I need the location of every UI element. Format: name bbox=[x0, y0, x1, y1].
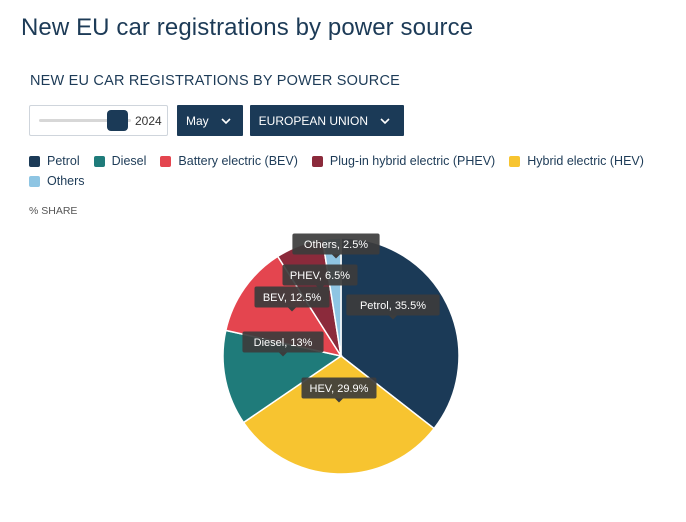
data-label-diesel: Diesel, 13% bbox=[242, 331, 324, 357]
unit-label: % SHARE bbox=[29, 205, 78, 217]
year-value: 2024 bbox=[135, 114, 162, 128]
data-label-text: BEV, 12.5% bbox=[263, 292, 322, 304]
legend-item-phev[interactable]: Plug-in hybrid electric (PHEV) bbox=[311, 154, 496, 168]
legend-label: Plug-in hybrid electric (PHEV) bbox=[329, 154, 496, 168]
legend-swatch bbox=[311, 155, 323, 167]
data-label-phev: PHEV, 6.5% bbox=[282, 264, 358, 290]
legend-swatch bbox=[93, 155, 105, 167]
pie-slice-hev[interactable] bbox=[242, 355, 436, 475]
chevron-down-icon bbox=[380, 114, 390, 128]
legend-item-diesel[interactable]: Diesel bbox=[93, 154, 147, 168]
legend-swatch bbox=[509, 155, 521, 167]
legend-label: Petrol bbox=[47, 154, 80, 168]
data-label-text: Petrol, 35.5% bbox=[360, 300, 426, 312]
data-label-text: PHEV, 6.5% bbox=[290, 270, 350, 282]
year-slider-control[interactable]: 2024 bbox=[29, 105, 168, 136]
legend-label: Others bbox=[47, 174, 85, 188]
region-dropdown[interactable]: EUROPEAN UNION bbox=[249, 105, 405, 136]
legend-item-others[interactable]: Others bbox=[29, 174, 85, 188]
month-dropdown-label: May bbox=[186, 113, 209, 128]
legend-swatch bbox=[29, 175, 40, 187]
pie-slice-diesel[interactable] bbox=[222, 329, 343, 424]
chart-legend: Petrol Diesel Battery electric (BEV) Plu… bbox=[29, 154, 649, 188]
year-slider-track[interactable] bbox=[39, 119, 131, 122]
region-dropdown-label: EUROPEAN UNION bbox=[258, 113, 369, 128]
month-dropdown[interactable]: May bbox=[177, 105, 243, 136]
data-label-text: HEV, 29.9% bbox=[310, 383, 369, 395]
data-label-text: Others, 2.5% bbox=[304, 239, 368, 251]
data-label-petrol: Petrol, 35.5% bbox=[346, 294, 440, 320]
legend-swatch bbox=[160, 155, 172, 167]
data-label-hev: HEV, 29.9% bbox=[301, 377, 377, 403]
legend-label: Hybrid electric (HEV) bbox=[527, 154, 644, 168]
legend-item-hev[interactable]: Hybrid electric (HEV) bbox=[509, 154, 644, 168]
page-title: New EU car registrations by power source bbox=[21, 14, 474, 41]
data-label-bev: BEV, 12.5% bbox=[254, 286, 330, 312]
data-label-text: Diesel, 13% bbox=[254, 337, 313, 349]
legend-label: Battery electric (BEV) bbox=[178, 154, 298, 168]
legend-label: Diesel bbox=[111, 154, 147, 168]
legend-swatch bbox=[29, 155, 40, 167]
legend-item-bev[interactable]: Battery electric (BEV) bbox=[160, 154, 298, 168]
filter-controls: 2024 May EUROPEAN UNION bbox=[29, 105, 405, 136]
data-label-others: Others, 2.5% bbox=[292, 233, 380, 259]
legend-item-petrol[interactable]: Petrol bbox=[29, 154, 80, 168]
chart-title: NEW EU CAR REGISTRATIONS BY POWER SOURCE bbox=[30, 73, 401, 89]
chevron-down-icon bbox=[221, 114, 231, 128]
year-slider-thumb[interactable] bbox=[107, 110, 128, 131]
